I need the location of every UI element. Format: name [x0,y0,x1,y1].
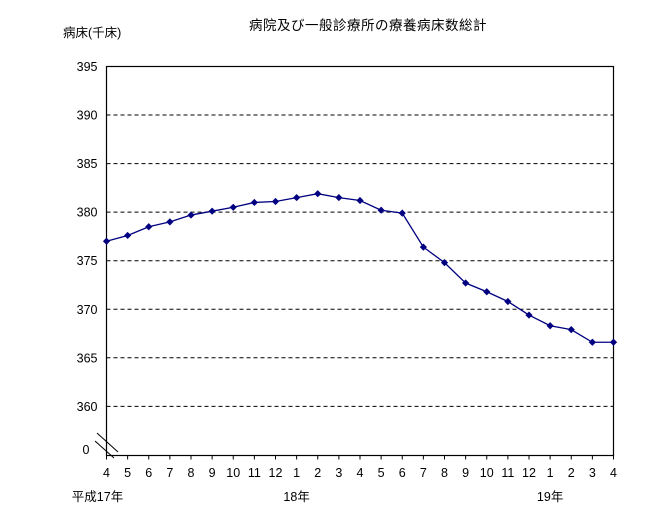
data-point-marker [187,211,195,219]
chart-title: 病院及び一般診療所の療養病床数総計 [249,18,487,33]
data-point-marker [483,288,491,296]
data-point-marker [293,193,301,202]
x-tick-label: 7 [166,466,173,480]
x-tick-label: 6 [145,466,152,480]
data-point-marker [208,207,216,215]
data-point-marker [314,190,322,198]
data-point-marker [271,197,280,206]
x-tick-label: 4 [103,466,110,480]
data-point-marker [546,322,554,330]
data-point-marker [588,338,596,346]
x-tick-label: 2 [568,466,575,480]
x-tick-label: 3 [335,466,342,480]
data-point-marker [419,243,427,251]
x-tick-label: 11 [501,466,514,480]
data-point-marker [398,209,406,217]
x-tick-label: 7 [420,466,427,480]
y-tick-label: 390 [77,109,98,123]
year-label: 平成17年 [72,490,123,504]
x-tick-label: 2 [314,466,321,480]
x-tick-label: 8 [441,466,448,480]
x-tick-label: 1 [293,466,300,480]
data-point-marker [567,326,575,334]
x-tick-label: 4 [357,466,364,480]
y-tick-label: 360 [77,400,98,414]
x-tick-label: 8 [188,466,195,480]
x-tick-label: 1 [547,466,554,480]
x-tick-label: 5 [378,466,385,480]
y-tick-label: 375 [77,254,98,268]
y-axis-unit-label: 病床(千床) [63,26,122,40]
data-point-marker [356,196,364,205]
data-point-marker [145,223,153,231]
x-tick-label: 5 [124,466,131,480]
data-point-marker [440,259,449,267]
data-point-marker [250,198,258,207]
series-line [106,193,614,343]
y-tick-label: 385 [77,157,98,171]
year-label: 18年 [283,490,309,504]
x-tick-label: 4 [610,466,617,480]
data-point-marker [229,203,237,211]
y-tick-label: 370 [77,303,98,317]
data-point-marker [166,218,174,226]
y-tick-label: 395 [77,60,98,74]
data-point-marker [102,237,111,245]
data-point-marker [335,193,343,202]
data-point-marker [124,231,132,240]
data-point-marker [462,279,470,287]
x-tick-label: 10 [226,466,240,480]
x-tick-label: 9 [462,466,469,480]
data-point-marker [609,338,618,346]
data-point-marker [525,311,533,319]
data-point-marker [504,297,512,306]
x-tick-label: 3 [589,466,596,480]
axis-break-mark [96,432,119,453]
y-origin-label: 0 [83,443,90,457]
y-tick-label: 380 [77,206,98,220]
data-point-marker [377,206,385,214]
x-tick-label: 9 [209,466,216,480]
year-label: 19年 [537,490,563,504]
x-tick-label: 11 [248,466,261,480]
x-tick-label: 12 [269,466,283,480]
y-tick-label: 365 [77,351,98,365]
x-tick-label: 6 [399,466,406,480]
x-tick-label: 12 [522,466,536,480]
x-tick-label: 10 [480,466,494,480]
